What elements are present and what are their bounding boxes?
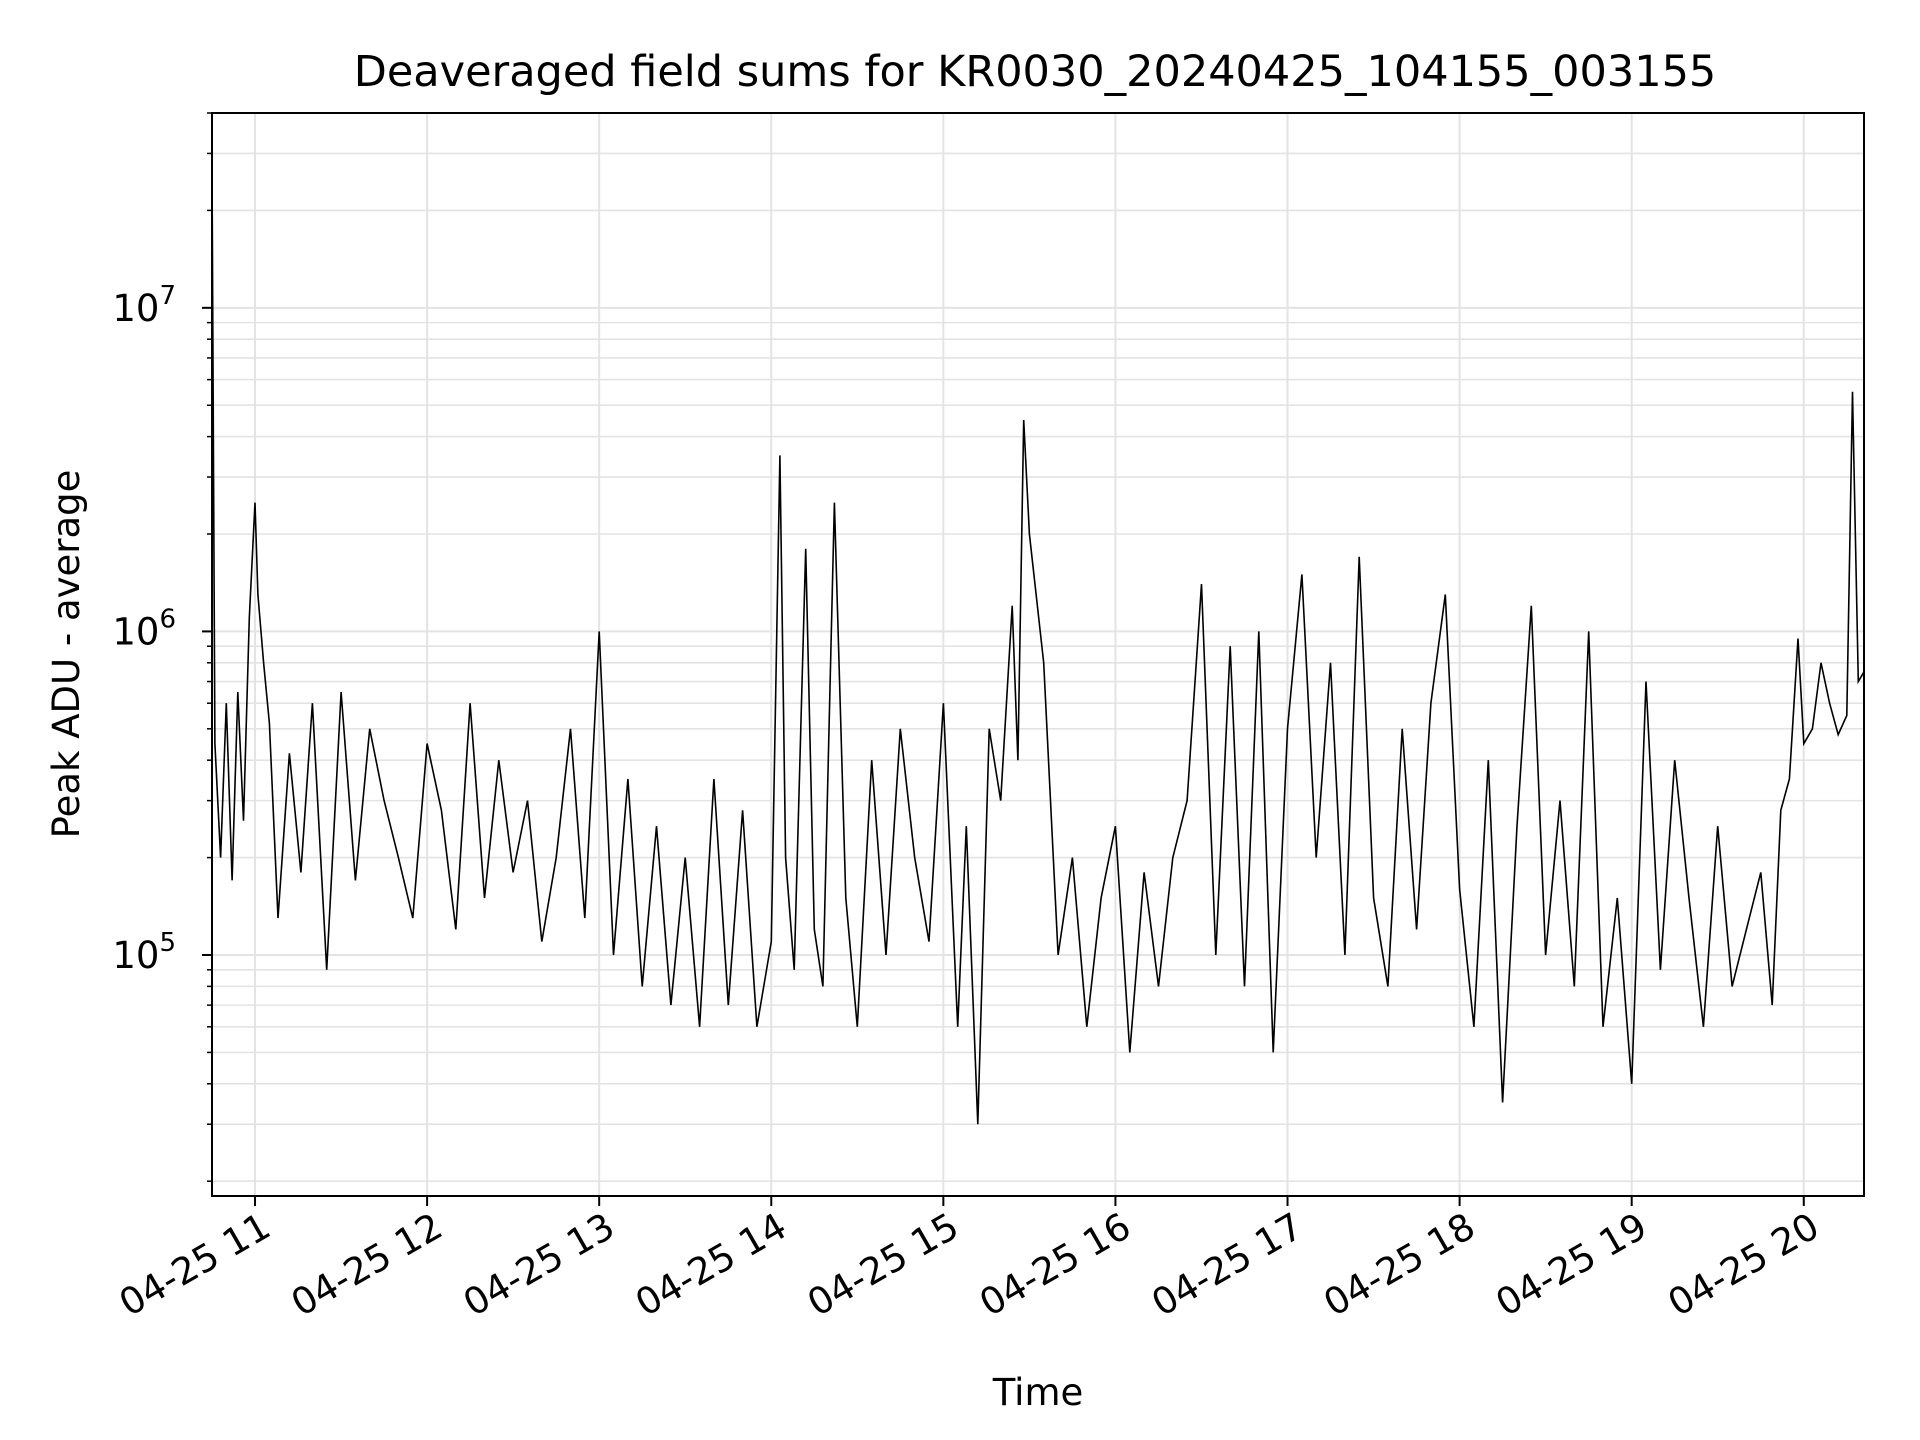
y-tick-label: 107 [112,281,176,330]
data-series-line [211,163,1865,1125]
y-tick-label: 105 [112,928,176,977]
y-tick-label: 106 [112,604,176,653]
x-axis-label: Time [992,1371,1084,1414]
chart-title: Deaveraged field sums for KR0030_2024042… [354,47,1717,97]
grid-lines [212,112,1864,1196]
plot-frame [211,112,1865,1197]
y-axis: 105 106 107 [112,112,212,1182]
y-axis-label: Peak ADU - average [45,470,88,839]
plot-area [211,163,1865,1125]
